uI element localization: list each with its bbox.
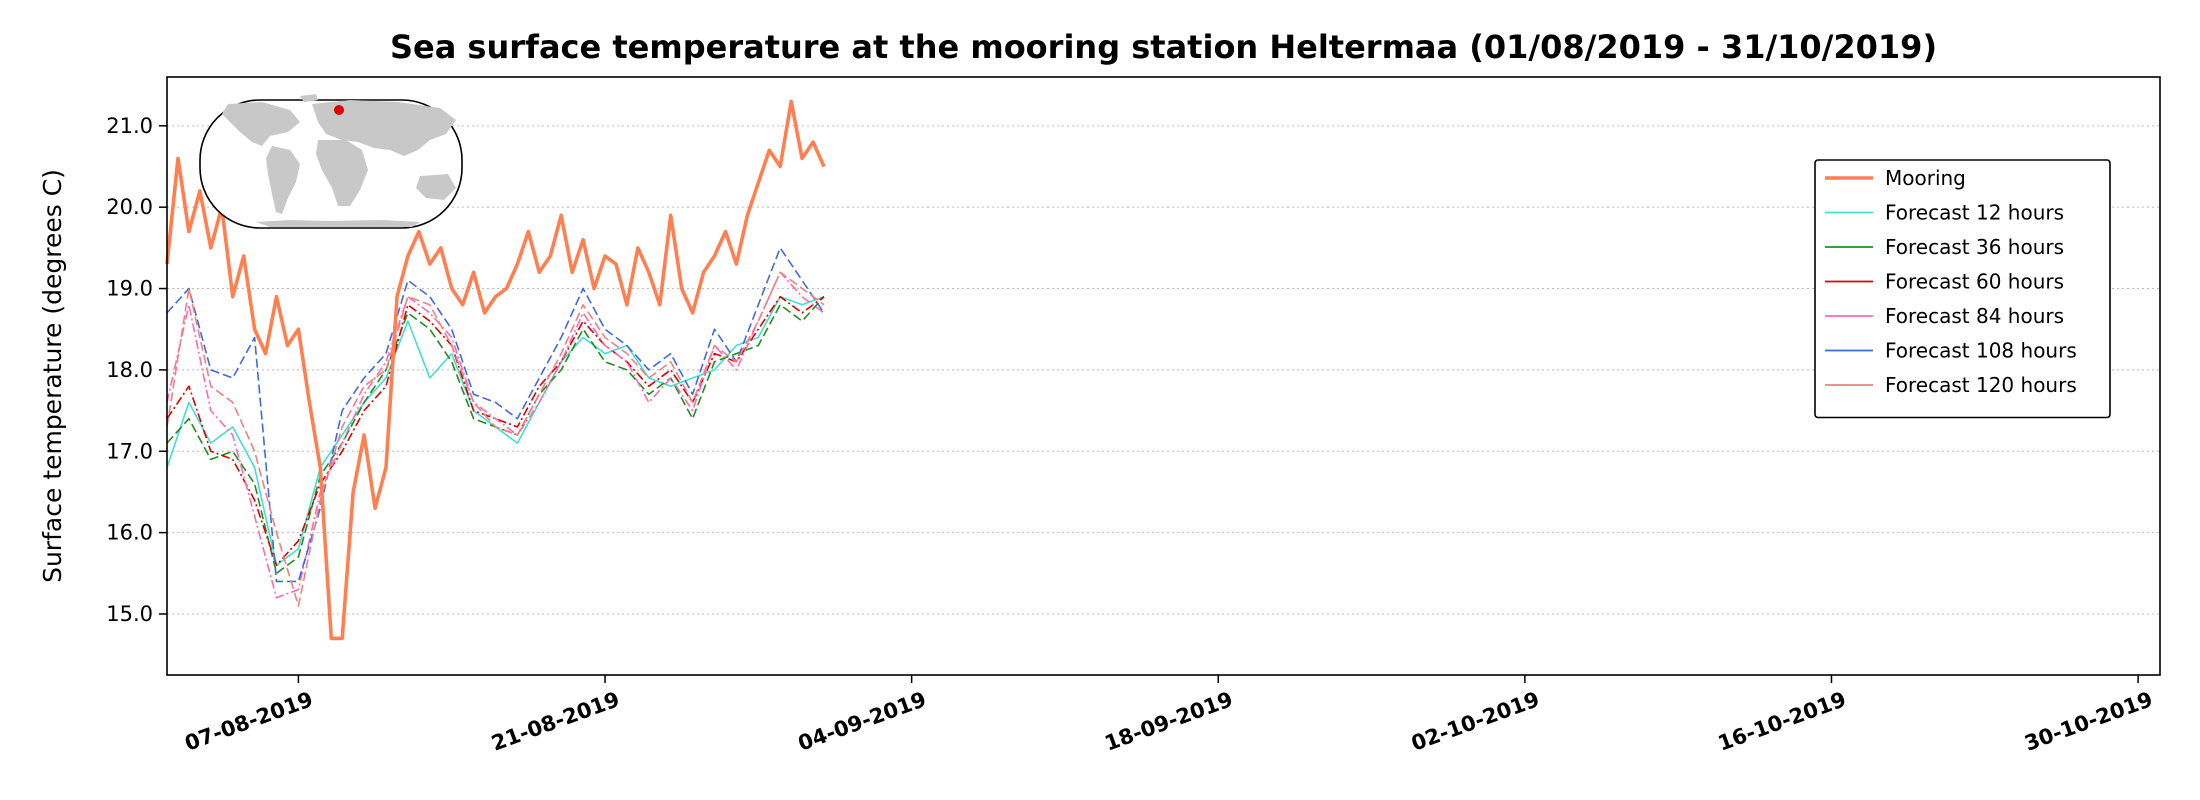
- plot-frame: [166, 76, 2161, 676]
- map-landmass: [416, 174, 456, 200]
- series-line-3: [166, 295, 825, 567]
- map-landmass: [312, 100, 456, 156]
- map-landmass: [256, 220, 420, 227]
- series-line-5: [166, 247, 825, 583]
- y-tick-label: 15.0: [106, 602, 153, 626]
- series-line-0: [165, 99, 826, 641]
- legend-frame: [1814, 159, 2111, 419]
- x-tick-label: 04-09-2019: [795, 687, 929, 755]
- legend-label: Forecast 36 hours: [1885, 235, 2064, 259]
- map-landmass: [300, 94, 318, 102]
- legend-label: Forecast 108 hours: [1885, 339, 2077, 363]
- y-axis-label: Surface temperature (degrees C): [38, 169, 67, 583]
- map-landmass: [316, 140, 368, 206]
- series-line-6: [166, 271, 825, 607]
- y-tick-label: 20.0: [106, 195, 153, 219]
- series-line-1: [166, 295, 825, 567]
- legend-label: Forecast 12 hours: [1885, 201, 2064, 225]
- map-landmass: [222, 102, 300, 146]
- legend-label: Forecast 60 hours: [1885, 270, 2064, 294]
- x-axis-ticks: 07-08-2019 21-08-2019 04-09-2019 18-09-2019…: [182, 675, 2156, 756]
- legend: Mooring Forecast 12 hours Forecast 36 hour…: [1814, 159, 2111, 419]
- map-landmass: [266, 146, 300, 214]
- legend-label: Mooring: [1885, 166, 1966, 190]
- chart-title: Sea surface temperature at the mooring s…: [390, 28, 1937, 66]
- legend-label: Forecast 84 hours: [1885, 304, 2064, 328]
- y-tick-label: 18.0: [106, 358, 153, 382]
- series-line-4: [166, 271, 825, 599]
- world-map-inset: [199, 94, 463, 229]
- y-tick-label: 19.0: [106, 277, 153, 301]
- station-marker: [334, 105, 344, 115]
- y-tick-label: 21.0: [106, 114, 153, 138]
- y-axis-ticks: 15.0 16.0 17.0 18.0 19.0 20.0 21.0: [106, 114, 167, 626]
- y-tick-label: 17.0: [106, 439, 153, 463]
- x-tick-label: 02-10-2019: [1408, 687, 1542, 755]
- legend-label: Forecast 120 hours: [1885, 373, 2077, 397]
- x-tick-label: 30-10-2019: [2021, 687, 2155, 755]
- y-tick-label: 16.0: [106, 521, 153, 545]
- x-tick-label: 07-08-2019: [182, 687, 316, 755]
- x-tick-label: 18-09-2019: [1102, 687, 1236, 755]
- x-tick-label: 16-10-2019: [1715, 687, 1849, 755]
- x-tick-label: 21-08-2019: [488, 687, 622, 755]
- series-lines: [165, 99, 826, 641]
